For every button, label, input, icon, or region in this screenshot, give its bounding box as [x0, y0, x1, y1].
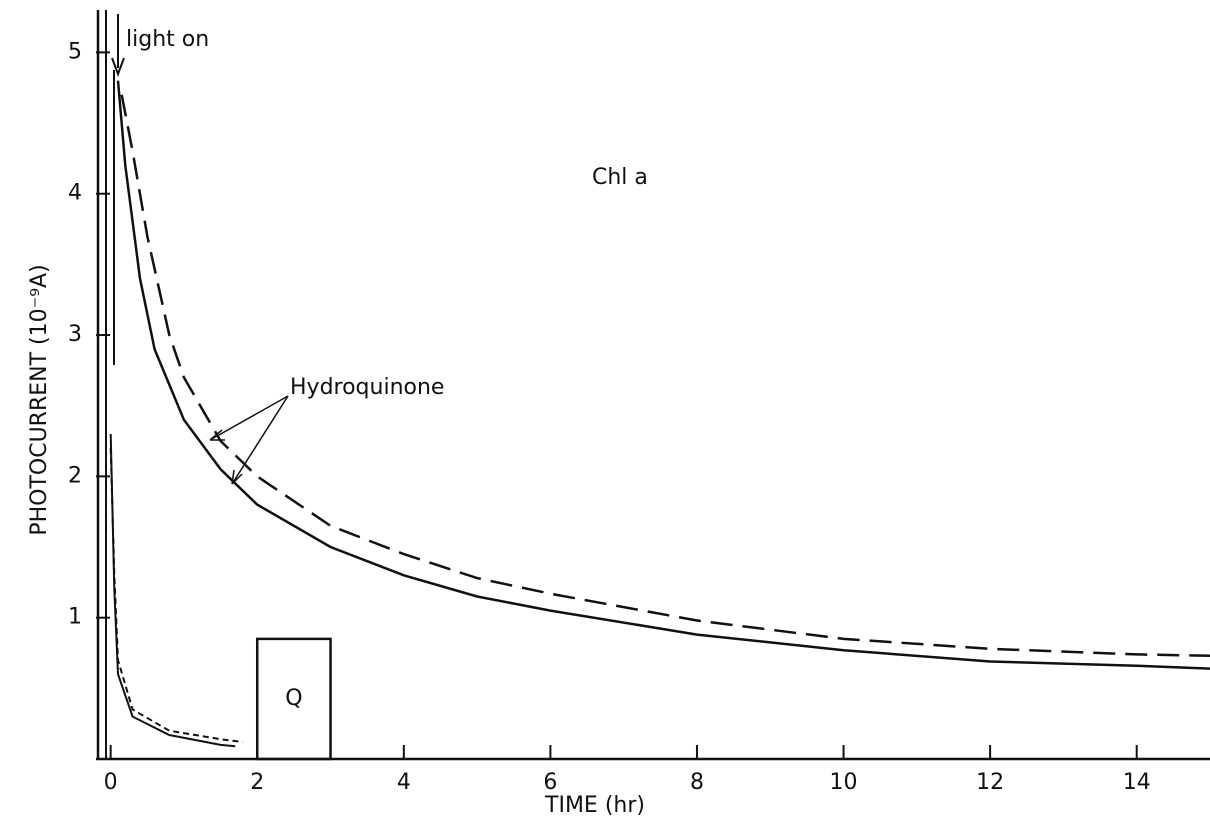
y-axis-label: PHOTOCURRENT (10⁻⁹A) [27, 264, 52, 535]
pointer-dashed [209, 395, 289, 441]
x-axis-label: TIME (hr) [544, 793, 645, 818]
pointer-solid [231, 395, 289, 485]
x-tick-label: 0 [104, 770, 118, 795]
sample-label: Chl a [592, 165, 648, 190]
x-tick-label: 2 [250, 770, 264, 795]
light-arrowhead [111, 57, 125, 77]
light-on-label: light on [126, 27, 209, 52]
x-tick-label: 10 [830, 770, 858, 795]
y-tick-label: 3 [68, 322, 82, 347]
x-tick-label: 6 [543, 770, 557, 795]
y-tick-label: 5 [68, 39, 82, 64]
x-tick-label: 12 [976, 770, 1004, 795]
x-tick-label: 14 [1123, 770, 1151, 795]
q-box [255, 637, 332, 761]
q-label: Q [285, 686, 302, 711]
data-line [109, 448, 243, 743]
hydroquinone-label: Hydroquinone [290, 375, 444, 400]
x-tick-label: 8 [690, 770, 704, 795]
y-tick-label: 4 [68, 181, 82, 206]
data-line [120, 94, 1210, 658]
y-tick-label: 2 [68, 463, 82, 488]
y-tick-label: 1 [68, 605, 82, 630]
data-line [116, 80, 1210, 670]
x-tick-label: 4 [397, 770, 411, 795]
